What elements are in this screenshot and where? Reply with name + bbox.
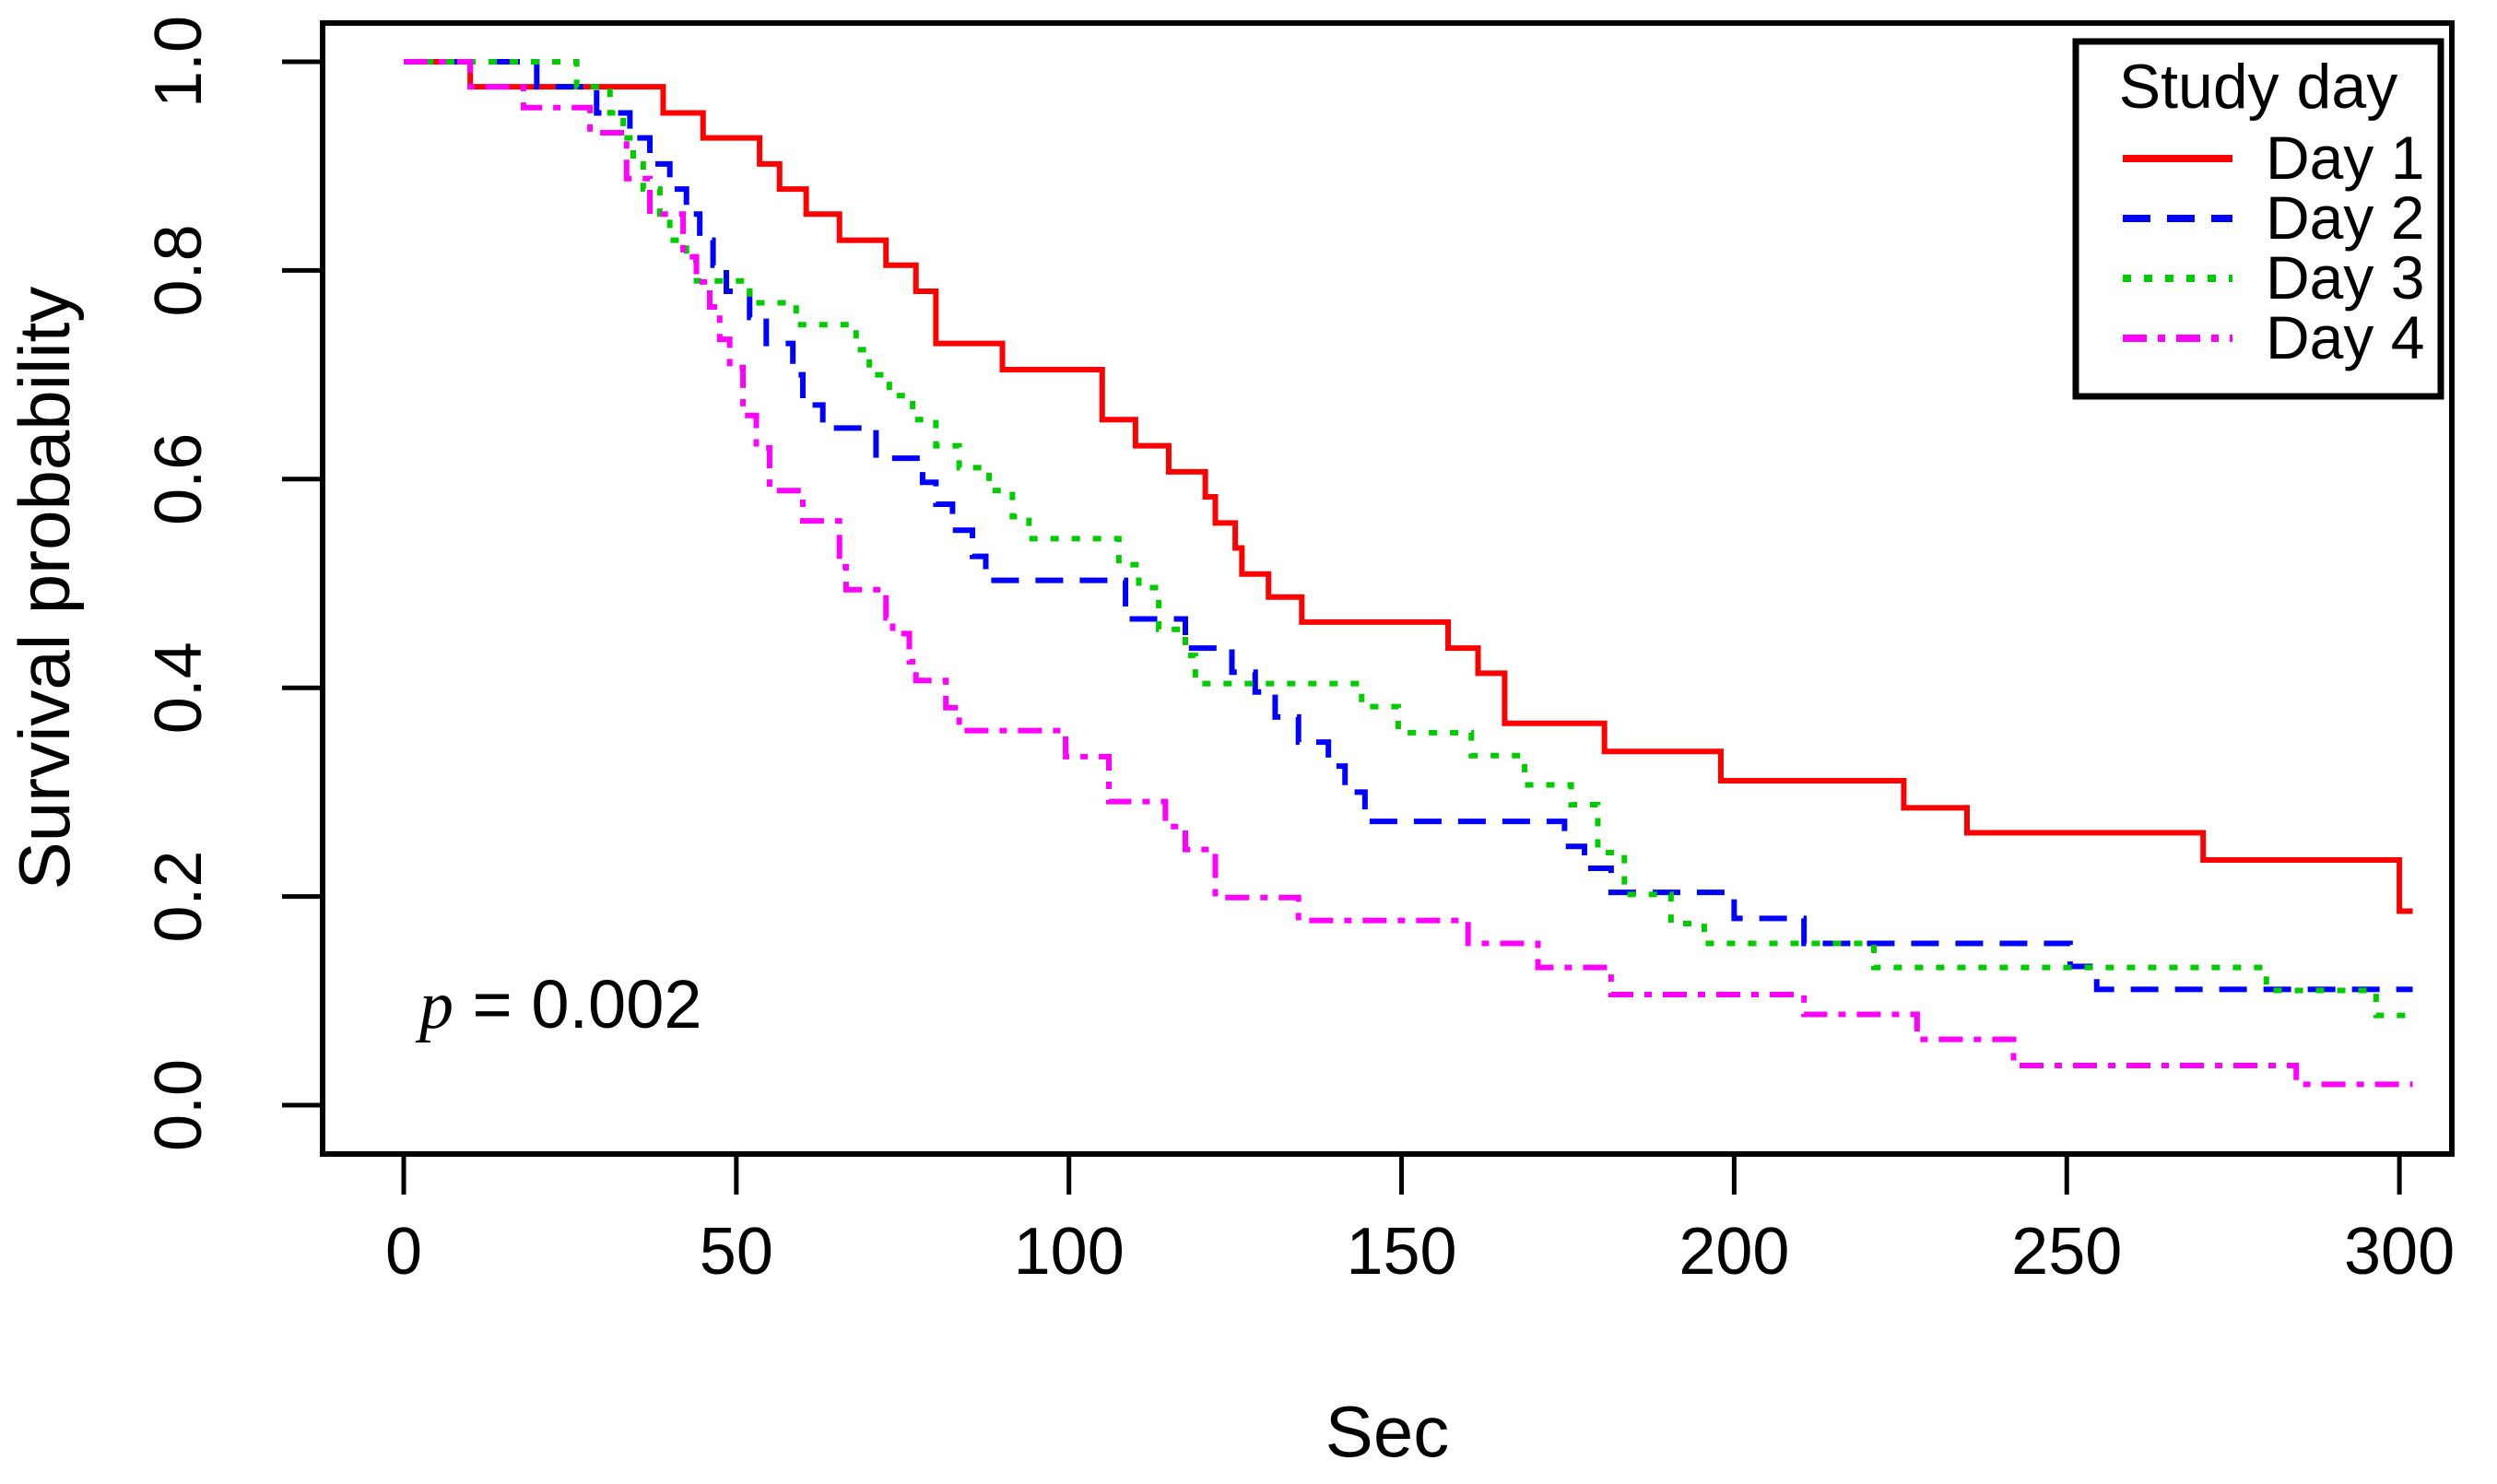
x-tick-label: 50	[700, 1215, 773, 1289]
x-tick-label: 100	[1014, 1215, 1125, 1289]
legend-label-day4: Day 4	[2266, 303, 2424, 371]
day2-curve	[404, 59, 2413, 993]
plot-frame	[320, 20, 2455, 1157]
legend-label-day1: Day 1	[2266, 124, 2424, 192]
legend-title: Study day	[2119, 52, 2397, 122]
x-tick-label: 300	[2344, 1215, 2455, 1289]
y-tick-label: 0.6	[142, 433, 216, 525]
x-tick-label: 250	[2011, 1215, 2122, 1289]
legend-line-samples	[2123, 155, 2232, 342]
y-axis-title: Survival probability	[4, 287, 85, 890]
legend-box: Study day Day 1 Day 2 Day 3 Day 4	[2072, 38, 2444, 400]
y-tick-label: 0.0	[142, 1059, 216, 1151]
axis-ticks: 0 50 100 150 200 250 300 0.0 0.2 0.4 0.6 0.8 1.0	[142, 16, 2455, 1289]
legend-label-day3: Day 3	[2266, 243, 2424, 312]
y-tick-label: 0.2	[142, 851, 216, 943]
x-axis-title: Sec	[1325, 1391, 1449, 1472]
day1-curve	[404, 59, 2413, 914]
p-symbol: p	[415, 968, 453, 1043]
x-tick-label: 0	[385, 1215, 422, 1289]
x-tick-label: 200	[1678, 1215, 1789, 1289]
p-value-annotation: p = 0.002	[415, 966, 702, 1043]
legend-label-day2: Day 2	[2266, 183, 2424, 252]
p-value-text: = 0.002	[453, 966, 702, 1042]
y-tick-label: 0.8	[142, 224, 216, 316]
day3-curve	[404, 59, 2413, 1019]
day4-curve	[404, 59, 2413, 1088]
x-tick-label: 150	[1346, 1215, 1456, 1289]
y-tick-label: 1.0	[142, 16, 216, 108]
y-tick-label: 0.4	[142, 642, 216, 734]
curves-group	[404, 59, 2413, 1088]
